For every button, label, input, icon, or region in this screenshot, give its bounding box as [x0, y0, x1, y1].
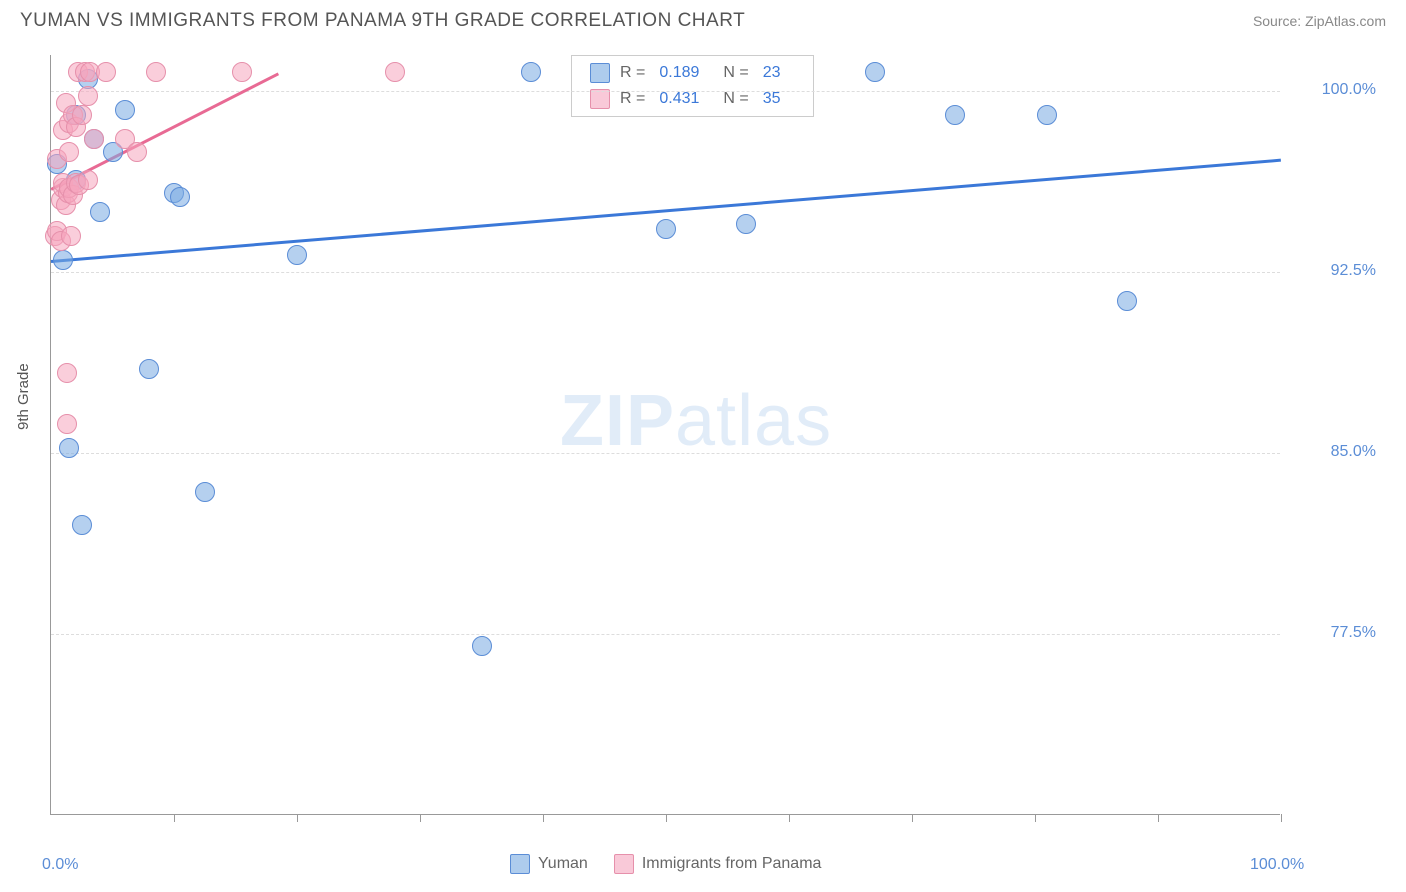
data-point — [72, 515, 92, 535]
data-point — [865, 62, 885, 82]
y-tick-label: 77.5% — [1331, 624, 1376, 642]
chart-plot-area: R = 0.189 N = 23 R = 0.431 N = 35 — [50, 55, 1280, 815]
x-tick — [666, 814, 667, 822]
data-point — [78, 86, 98, 106]
r-label: R = — [620, 64, 645, 82]
data-point — [84, 129, 104, 149]
data-point — [656, 219, 676, 239]
data-point — [57, 414, 77, 434]
r-label: R = — [620, 90, 645, 108]
data-point — [96, 62, 116, 82]
r-value-panama: 0.431 — [659, 90, 699, 108]
data-point — [1037, 105, 1057, 125]
x-tick — [912, 814, 913, 822]
swatch-pink-icon — [614, 854, 634, 874]
x-tick — [789, 814, 790, 822]
x-tick-label: 0.0% — [42, 856, 78, 874]
data-point — [521, 62, 541, 82]
legend-label-yuman: Yuman — [538, 855, 588, 873]
chart-header: YUMAN VS IMMIGRANTS FROM PANAMA 9TH GRAD… — [0, 0, 1406, 32]
x-tick — [1281, 814, 1282, 822]
x-tick — [420, 814, 421, 822]
legend-item-yuman: Yuman — [510, 854, 588, 874]
data-point — [115, 100, 135, 120]
data-point — [1117, 291, 1137, 311]
data-point — [472, 636, 492, 656]
data-point — [139, 359, 159, 379]
y-tick-label: 100.0% — [1322, 81, 1376, 99]
stats-row-panama: R = 0.431 N = 35 — [572, 86, 813, 112]
data-point — [170, 187, 190, 207]
source-attribution: Source: ZipAtlas.com — [1253, 13, 1386, 29]
legend-item-panama: Immigrants from Panama — [614, 854, 822, 874]
data-point — [78, 170, 98, 190]
data-point — [127, 142, 147, 162]
gridline — [51, 453, 1280, 454]
data-point — [59, 142, 79, 162]
x-tick-label: 100.0% — [1250, 856, 1304, 874]
series-legend: Yuman Immigrants from Panama — [510, 854, 821, 874]
x-tick — [1158, 814, 1159, 822]
chart-title: YUMAN VS IMMIGRANTS FROM PANAMA 9TH GRAD… — [20, 10, 745, 32]
data-point — [59, 438, 79, 458]
data-point — [90, 202, 110, 222]
legend-label-panama: Immigrants from Panama — [642, 855, 822, 873]
n-value-yuman: 23 — [763, 64, 781, 82]
stats-row-yuman: R = 0.189 N = 23 — [572, 60, 813, 86]
swatch-blue-icon — [590, 63, 610, 83]
gridline — [51, 634, 1280, 635]
stats-legend: R = 0.189 N = 23 R = 0.431 N = 35 — [571, 55, 814, 117]
data-point — [72, 105, 92, 125]
gridline — [51, 91, 1280, 92]
data-point — [57, 363, 77, 383]
y-tick-label: 92.5% — [1331, 262, 1376, 280]
trend-line — [51, 159, 1281, 263]
x-tick — [1035, 814, 1036, 822]
x-tick — [543, 814, 544, 822]
x-tick — [174, 814, 175, 822]
data-point — [945, 105, 965, 125]
data-point — [736, 214, 756, 234]
gridline — [51, 272, 1280, 273]
y-axis-label: 9th Grade — [15, 363, 32, 430]
n-label: N = — [723, 64, 748, 82]
n-value-panama: 35 — [763, 90, 781, 108]
data-point — [146, 62, 166, 82]
y-tick-label: 85.0% — [1331, 443, 1376, 461]
data-point — [61, 226, 81, 246]
r-value-yuman: 0.189 — [659, 64, 699, 82]
data-point — [385, 62, 405, 82]
n-label: N = — [723, 90, 748, 108]
data-point — [287, 245, 307, 265]
swatch-blue-icon — [510, 854, 530, 874]
data-point — [195, 482, 215, 502]
x-tick — [297, 814, 298, 822]
data-point — [53, 250, 73, 270]
data-point — [232, 62, 252, 82]
